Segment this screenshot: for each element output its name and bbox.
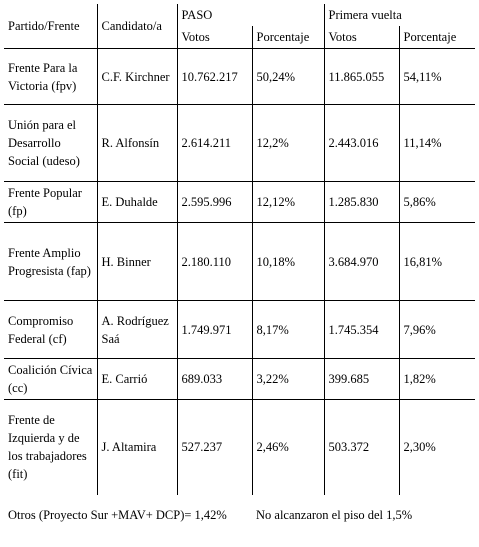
header-first-round-percentage: Porcentaje	[399, 26, 475, 49]
candidate-name: E. Carrió	[97, 358, 178, 400]
table-row: Frente de Izquierda y de los trabajadore…	[4, 399, 475, 495]
footer-row: Otros (Proyecto Sur +MAV+ DCP)= 1,42% No…	[4, 495, 475, 535]
first-round-votes: 2.443.016	[324, 104, 400, 182]
first-round-percentage: 1,82%	[399, 358, 475, 400]
paso-percentage: 12,2%	[252, 104, 325, 182]
table-row: Frente Amplio Progresista (fap) H. Binne…	[4, 222, 475, 301]
party-name: Unión para el Desarrollo Social (udeso)	[4, 104, 98, 182]
paso-votes: 689.033	[177, 358, 253, 400]
header-candidate: Candidato/a	[97, 4, 178, 49]
header-paso-votes: Votos	[177, 26, 253, 49]
paso-votes: 527.237	[177, 399, 253, 495]
first-round-votes: 399.685	[324, 358, 400, 400]
paso-percentage: 10,18%	[252, 222, 325, 301]
first-round-percentage: 11,14%	[399, 104, 475, 182]
candidate-name: E. Duhalde	[97, 181, 178, 223]
table-row: Frente Para la Victoria (fpv) C.F. Kirch…	[4, 48, 475, 105]
paso-votes: 2.180.110	[177, 222, 253, 301]
party-name: Frente Popular (fp)	[4, 181, 98, 223]
table-row: Coalición Cívica (cc) E. Carrió 689.033 …	[4, 358, 475, 400]
paso-votes: 2.614.211	[177, 104, 253, 182]
first-round-votes: 1.745.354	[324, 300, 400, 359]
paso-percentage: 3,22%	[252, 358, 325, 400]
others-note: Otros (Proyecto Sur +MAV+ DCP)= 1,42%	[8, 507, 227, 522]
paso-votes: 2.595.996	[177, 181, 253, 223]
candidate-name: A. Rodríguez Saá	[97, 300, 178, 359]
paso-percentage: 50,24%	[252, 48, 325, 105]
paso-percentage: 12,12%	[252, 181, 325, 223]
first-round-percentage: 2,30%	[403, 440, 436, 455]
header-first-round-votes: Votos	[324, 26, 400, 49]
header-first-round: Primera vuelta	[328, 8, 402, 22]
party-name: Frente de Izquierda y de los trabajadore…	[4, 399, 98, 495]
paso-percentage: 2,46%	[252, 399, 325, 495]
first-round-votes: 11.865.055	[324, 48, 400, 105]
threshold-note: No alcanzaron el piso del 1,5%	[256, 507, 413, 522]
candidate-name: C.F. Kirchner	[97, 48, 178, 105]
first-round-percentage: 16,81%	[399, 222, 475, 301]
candidate-name: J. Altamira	[97, 399, 178, 495]
first-round-percentage: 7,96%	[399, 300, 475, 359]
paso-votes: 10.762.217	[177, 48, 253, 105]
header-row: Partido/Frente Candidato/a PASO Primera …	[4, 4, 475, 49]
party-name: Compromiso Federal (cf)	[4, 300, 98, 359]
table-row: Compromiso Federal (cf) A. Rodríguez Saá…	[4, 300, 475, 359]
first-round-votes: 3.684.970	[324, 222, 400, 301]
first-round-votes: 503.372	[324, 399, 400, 495]
party-name: Frente Para la Victoria (fpv)	[4, 48, 98, 105]
party-name: Frente Amplio Progresista (fap)	[4, 222, 98, 301]
header-party: Partido/Frente	[4, 4, 98, 49]
paso-votes: 1.749.971	[177, 300, 253, 359]
election-results-table: Partido/Frente Candidato/a PASO Primera …	[4, 4, 475, 535]
party-name: Coalición Cívica (cc)	[4, 358, 98, 400]
header-paso-percentage: Porcentaje	[252, 26, 325, 49]
candidate-name: H. Binner	[97, 222, 178, 301]
header-paso: PASO	[177, 4, 325, 26]
first-round-percentage: 54,11%	[399, 48, 475, 105]
first-round-votes: 1.285.830	[324, 181, 400, 223]
paso-percentage: 8,17%	[252, 300, 325, 359]
candidate-name: R. Alfonsín	[97, 104, 178, 182]
first-round-percentage: 5,86%	[399, 181, 475, 223]
subheader-row: Votos Porcentaje Votos Porcentaje	[4, 26, 475, 49]
table-row: Unión para el Desarrollo Social (udeso) …	[4, 104, 475, 182]
table-row: Frente Popular (fp) E. Duhalde 2.595.996…	[4, 181, 475, 223]
